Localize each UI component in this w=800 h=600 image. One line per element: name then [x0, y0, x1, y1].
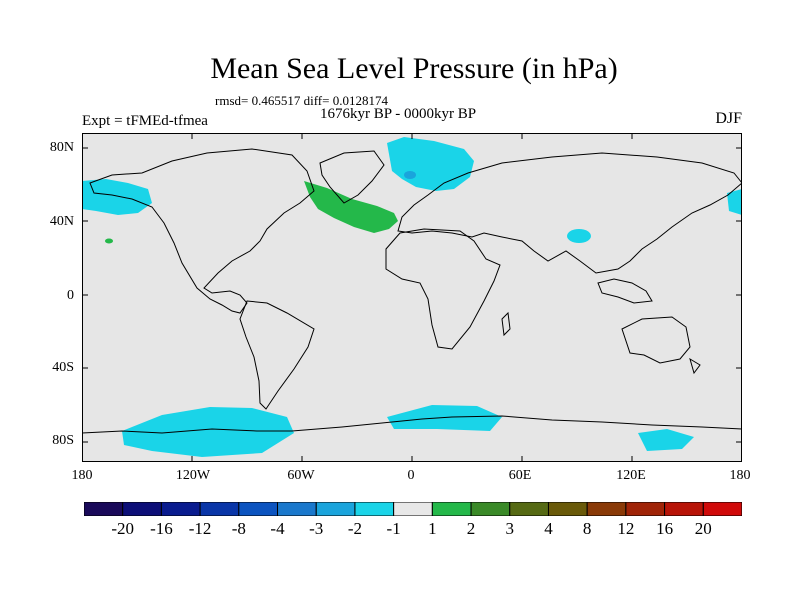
- anomaly-central-asia-negative: [567, 229, 591, 243]
- colorbar-swatch: [509, 502, 549, 516]
- colorbar-swatch: [160, 502, 201, 516]
- coast-north-america: [89, 148, 315, 314]
- lat-label-0: 0: [67, 288, 74, 303]
- colorbar-label: 4: [544, 519, 553, 538]
- colorbar-label: 2: [466, 519, 476, 538]
- colorbar-swatch: [84, 502, 124, 516]
- lat-label-80s: 80S: [52, 433, 74, 448]
- colorbar-label: -8: [231, 519, 246, 538]
- colorbar-swatch: [431, 502, 472, 516]
- chart-title: Mean Sea Level Pressure (in hPa): [210, 52, 618, 85]
- colorbar-swatch: [470, 502, 511, 516]
- coast-maritime-continent: [597, 278, 653, 304]
- lat-label-80n: 80N: [49, 140, 74, 155]
- colorbar-swatch: [199, 502, 240, 516]
- colorbar-swatch: [586, 502, 627, 516]
- lon-label-120e: 120E: [616, 468, 646, 483]
- colorbar-label: 12: [617, 519, 635, 538]
- map-background: [82, 133, 742, 462]
- coast-new-zealand: [689, 357, 701, 375]
- colorbar-label: -20: [111, 519, 135, 538]
- colorbar-swatch: [315, 502, 356, 516]
- lon-label-60e: 60E: [508, 468, 532, 483]
- coast-eurasia: [397, 152, 742, 274]
- lon-label-120w: 120W: [175, 468, 211, 483]
- experiment-label: Expt = tFMEd-tfmea: [82, 113, 208, 129]
- coast-australia: [621, 316, 691, 364]
- colorbar-label: -3: [309, 519, 324, 538]
- coast-madagascar: [501, 311, 511, 337]
- map-plot: [82, 133, 742, 462]
- anomaly-small-positive: [105, 238, 113, 244]
- colorbar-label: 3: [505, 519, 515, 538]
- coast-africa: [385, 228, 501, 350]
- colorbar-label: 20: [694, 519, 712, 538]
- colorbar-swatch: [354, 502, 395, 516]
- coast-antarctica: [82, 415, 742, 434]
- season-label: DJF: [715, 110, 742, 127]
- colorbar-label: 16: [656, 519, 674, 538]
- colorbar-swatch: [625, 502, 666, 516]
- axis-ticks: [82, 133, 742, 462]
- anomaly-east-edge-negative: [727, 189, 742, 215]
- lat-label-40n: 40N: [49, 214, 74, 229]
- period-text: 1676kyr BP - 0000kyr BP: [320, 106, 477, 122]
- lon-label-180w: 180: [71, 468, 93, 483]
- colorbar-swatch: [122, 502, 162, 516]
- lon-label-180e: 180: [729, 468, 751, 483]
- coastlines: [82, 148, 742, 434]
- anomaly-north-atlantic-positive: [304, 181, 398, 233]
- colorbar-label: 8: [582, 519, 592, 538]
- anomaly-north-pacific-negative: [82, 179, 152, 215]
- colorbar-label: -16: [150, 519, 173, 538]
- colorbar-swatch: [547, 502, 588, 516]
- colorbar-swatch: [393, 502, 433, 516]
- lat-label-40s: 40S: [52, 360, 74, 375]
- colorbar-label: -4: [270, 519, 285, 538]
- colorbar-swatch: [664, 502, 704, 516]
- colorbar-swatch: [238, 502, 279, 516]
- colorbar-label: -1: [386, 519, 401, 538]
- anomaly-arctic-core: [404, 171, 416, 179]
- lon-label-0: 0: [407, 468, 415, 483]
- colorbar-label: 1: [428, 519, 437, 538]
- coast-south-america: [239, 300, 315, 410]
- colorbar-label: -2: [347, 519, 363, 538]
- coast-greenland: [319, 150, 385, 204]
- anomaly-south-pacific-negative: [122, 407, 294, 457]
- anomaly-antarctic-small-negative: [638, 429, 694, 451]
- stats-text: rmsd= 0.465517 diff= 0.0128174: [215, 93, 388, 108]
- colorbar: [84, 502, 742, 516]
- colorbar-label: -12: [188, 519, 212, 538]
- lon-label-60w: 60W: [287, 468, 315, 483]
- colorbar-swatch: [277, 502, 317, 516]
- colorbar-swatch: [702, 502, 742, 516]
